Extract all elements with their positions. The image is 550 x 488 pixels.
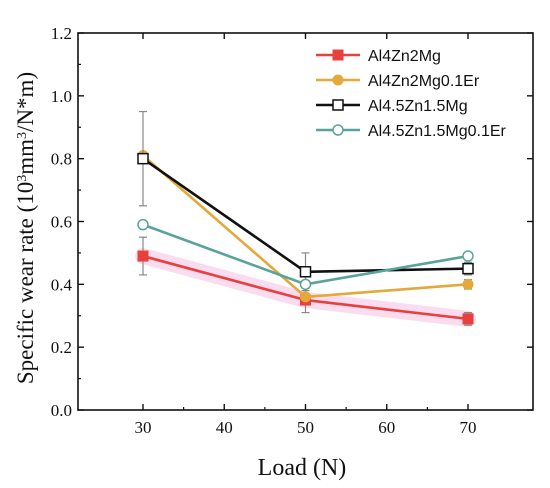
y-axis-label-prefix: Specific wear rate (10 bbox=[13, 182, 38, 384]
y-tick-label: 0.4 bbox=[51, 275, 73, 294]
data-point bbox=[299, 278, 312, 291]
legend-entry-3: Al4.5Zn1.5Mg0.1Er bbox=[316, 123, 507, 140]
legend-marker bbox=[332, 74, 344, 86]
y-axis-label-mid: mm bbox=[13, 139, 38, 175]
legend-label: Al4Zn2Mg bbox=[368, 48, 441, 65]
legend-label: Al4Zn2Mg0.1Er bbox=[368, 73, 480, 90]
data-point bbox=[137, 218, 149, 231]
y-tick-label: 0.8 bbox=[51, 150, 72, 169]
data-point bbox=[299, 266, 312, 278]
y-tick-label: 1.2 bbox=[51, 24, 72, 43]
x-tick-label: 50 bbox=[297, 418, 314, 437]
data-point bbox=[137, 250, 149, 262]
data-point bbox=[462, 313, 474, 325]
legend: Al4Zn2Mg Al4Zn2Mg0.1Er Al4.5Zn1.5Mg Al4.5Zn… bbox=[316, 48, 507, 140]
legend-label: Al4.5Zn1.5Mg bbox=[368, 98, 468, 115]
legend-marker bbox=[332, 49, 344, 61]
data-point bbox=[462, 278, 474, 290]
y-axis-label-sup2: 3 bbox=[15, 132, 30, 139]
data-point bbox=[137, 152, 149, 165]
y-axis-label-suffix: /N*m) bbox=[13, 72, 38, 132]
legend-entry-2: Al4.5Zn1.5Mg bbox=[316, 98, 468, 115]
legend-label: Al4.5Zn1.5Mg0.1Er bbox=[368, 123, 507, 140]
x-tick-label: 70 bbox=[460, 418, 477, 437]
x-tick-label: 60 bbox=[378, 418, 395, 437]
y-tick-label: 1.0 bbox=[51, 87, 72, 106]
legend-entry-1: Al4Zn2Mg0.1Er bbox=[316, 73, 480, 90]
y-axis-label: Specific wear rate (103mm3/N*m) bbox=[13, 72, 38, 384]
y-axis-label-sup: 3 bbox=[15, 175, 30, 182]
data-point bbox=[300, 291, 311, 303]
y-tick-label: 0.6 bbox=[51, 213, 72, 232]
data-point bbox=[462, 250, 474, 262]
legend-marker bbox=[332, 99, 344, 111]
x-axis-label: Load (N) bbox=[258, 455, 347, 481]
x-tick-label: 30 bbox=[135, 418, 152, 437]
y-tick-label: 0.0 bbox=[51, 401, 72, 420]
series-3 bbox=[137, 218, 474, 291]
y-tick-label: 0.2 bbox=[51, 338, 72, 357]
legend-entry-0: Al4Zn2Mg bbox=[316, 48, 441, 65]
data-point bbox=[462, 262, 474, 275]
legend-marker bbox=[332, 124, 344, 136]
series-2 bbox=[137, 110, 474, 292]
x-tick-label: 40 bbox=[216, 418, 233, 437]
